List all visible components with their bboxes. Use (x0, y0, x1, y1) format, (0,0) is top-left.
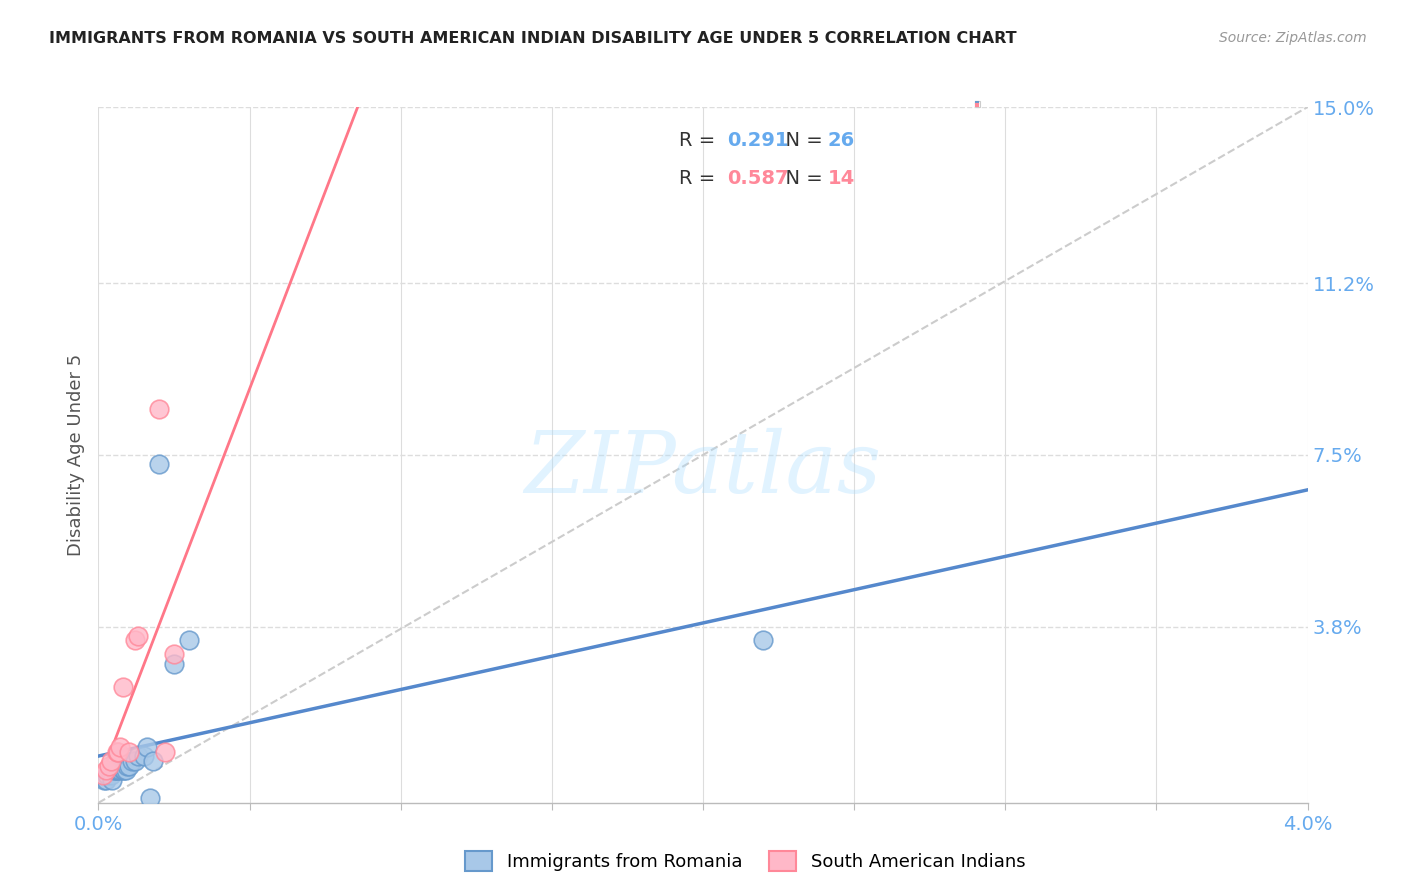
Legend: Immigrants from Romania, South American Indians: Immigrants from Romania, South American … (456, 842, 1035, 880)
Point (108, 764, 131, 778)
Point (94, 772, 117, 787)
Point (107, 745, 129, 759)
Text: 0.291: 0.291 (727, 131, 789, 150)
Point (103, 764, 125, 778)
Point (96, 768, 118, 782)
Point (148, 401, 170, 416)
Point (107, 764, 129, 778)
Point (98, 758, 121, 772)
Text: R =: R = (679, 131, 721, 150)
Point (132, 749, 155, 764)
Text: ZIPatlas: ZIPatlas (524, 427, 882, 510)
Point (94, 764, 117, 778)
Point (148, 457, 170, 471)
Point (121, 754, 143, 768)
Point (115, 758, 138, 772)
Text: Source: ZipAtlas.com: Source: ZipAtlas.com (1219, 31, 1367, 45)
Point (124, 633, 146, 648)
Point (114, 764, 136, 778)
Text: 26: 26 (828, 131, 855, 150)
Text: N =: N = (773, 131, 830, 150)
Point (124, 754, 146, 768)
Point (111, 764, 134, 778)
Point (163, 657, 186, 671)
Point (100, 754, 122, 768)
Point (101, 772, 124, 787)
Text: 0.587: 0.587 (727, 169, 789, 187)
Point (93, 772, 115, 787)
Y-axis label: Disability Age Under 5: Disability Age Under 5 (66, 354, 84, 556)
Text: IMMIGRANTS FROM ROMANIA VS SOUTH AMERICAN INDIAN DISABILITY AGE UNDER 5 CORRELAT: IMMIGRANTS FROM ROMANIA VS SOUTH AMERICA… (49, 31, 1017, 46)
Point (100, 768, 122, 782)
Point (752, 633, 775, 648)
Point (112, 764, 135, 778)
Point (105, 764, 128, 778)
Text: N =: N = (773, 169, 830, 187)
Point (91, 768, 114, 782)
Point (118, 745, 141, 759)
Text: 14: 14 (828, 169, 855, 187)
Point (153, 745, 176, 759)
Point (139, 791, 162, 805)
Point (127, 629, 149, 643)
Point (163, 648, 186, 662)
Point (142, 754, 165, 768)
Legend: , : , (976, 101, 980, 106)
Point (108, 740, 131, 755)
Point (127, 749, 149, 764)
Point (135, 740, 157, 755)
Point (105, 745, 128, 759)
Point (111, 680, 134, 694)
Point (179, 633, 201, 648)
Text: R =: R = (679, 169, 721, 187)
Point (104, 764, 127, 778)
Point (118, 758, 141, 772)
